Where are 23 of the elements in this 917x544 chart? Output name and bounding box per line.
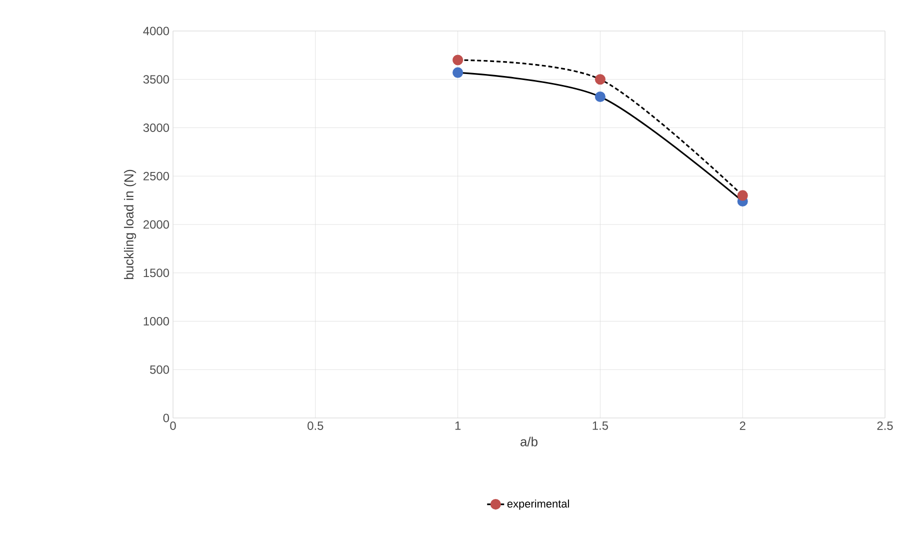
y-axis-title: buckling load in (N)	[124, 170, 136, 280]
y-tick-label: 1000	[144, 317, 170, 326]
x-tick-label: 2	[740, 422, 746, 430]
y-tick-label: 500	[150, 365, 170, 374]
x-tick-label: 2.5	[877, 422, 893, 430]
legend-label: experimental	[507, 500, 569, 510]
x-tick-label: 0.5	[308, 422, 324, 430]
y-tick-label: 3500	[143, 75, 170, 84]
y-tick-label: 0	[163, 414, 170, 422]
y-tick-label: 3000	[143, 124, 170, 132]
point	[452, 54, 464, 66]
x-tick-label: 1	[455, 422, 461, 430]
x-tick-label: 0	[170, 422, 176, 430]
x-axis-title: a/b	[520, 436, 538, 446]
point	[594, 91, 606, 102]
point	[452, 67, 464, 78]
y-tick-label: 2500	[143, 172, 170, 180]
y-tick-label: 1500	[144, 268, 170, 278]
y-tick-label: 2000	[143, 220, 170, 229]
x-tick-label: 1.5	[592, 422, 608, 430]
point	[737, 190, 748, 201]
point	[594, 74, 606, 85]
y-tick-label: 4000	[143, 26, 170, 36]
